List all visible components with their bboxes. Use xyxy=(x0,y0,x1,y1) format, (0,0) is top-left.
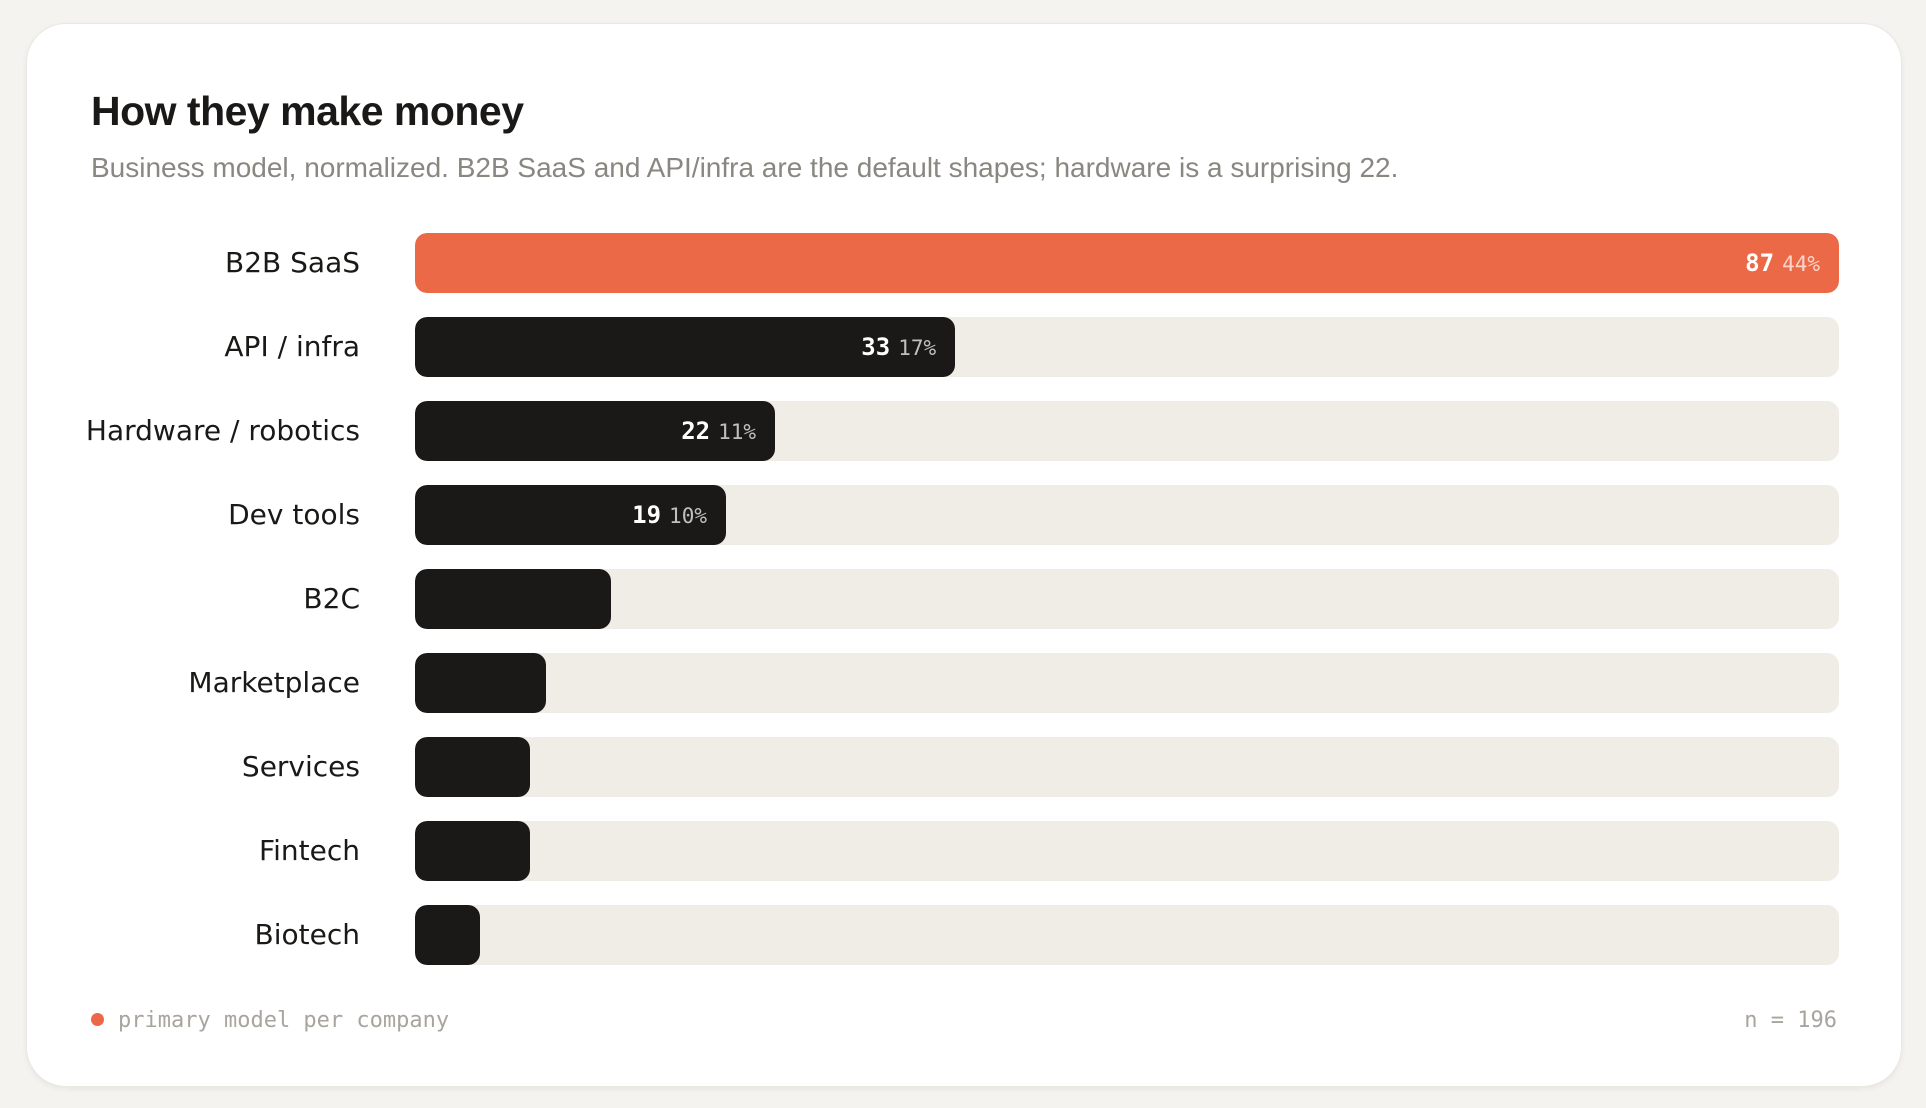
bar-value-label: 33 17% xyxy=(861,317,936,377)
bar-track: 87 44% xyxy=(415,233,1839,293)
bar-percent: 44% xyxy=(1782,252,1820,276)
category-label: B2B SaaS xyxy=(225,246,360,279)
bar-track xyxy=(415,905,1839,965)
bar-track: 19 10% xyxy=(415,485,1839,545)
chart-subtitle: Business model, normalized. B2B SaaS and… xyxy=(91,152,1399,183)
bar-count: 19 xyxy=(632,501,662,529)
bar-track: 33 17% xyxy=(415,317,1839,377)
chart-card: How they make money Business model, norm… xyxy=(26,23,1902,1087)
bar-track xyxy=(415,737,1839,797)
bar-percent: 10% xyxy=(669,504,707,528)
bar-value-label: 87 44% xyxy=(1745,233,1820,293)
bar: 87 44% xyxy=(415,233,1839,293)
bar-track xyxy=(415,569,1839,629)
bar-value-label: 19 10% xyxy=(632,485,707,545)
category-label: Hardware / robotics xyxy=(85,414,360,447)
category-label: Services xyxy=(241,750,360,783)
legend-label: primary model per company xyxy=(118,1008,450,1033)
bar: 22 11% xyxy=(415,401,776,461)
bar-track: 22 11% xyxy=(415,401,1839,461)
bar-track xyxy=(415,821,1839,881)
sample-size: n = 196 xyxy=(1744,1008,1837,1033)
bar-row: Dev tools 19 10% xyxy=(27,485,1901,545)
bar xyxy=(415,821,530,881)
bar-percent: 17% xyxy=(898,336,937,360)
legend: primary model per company xyxy=(91,1006,449,1036)
category-label: B2C xyxy=(303,582,360,615)
bar-value-label: 22 11% xyxy=(681,401,756,461)
bar-percent: 11% xyxy=(718,420,757,444)
bar-row: B2C xyxy=(27,569,1901,629)
bar-row: Marketplace xyxy=(27,653,1901,713)
bar xyxy=(415,653,546,713)
bar-track xyxy=(415,653,1839,713)
category-label: Marketplace xyxy=(188,666,360,699)
category-label: API / infra xyxy=(224,330,360,363)
bar-row: Services xyxy=(27,737,1901,797)
bar-row: B2B SaaS 87 44% xyxy=(27,233,1901,293)
bar-count: 87 xyxy=(1745,249,1775,277)
bar-row: Hardware / robotics 22 11% xyxy=(27,401,1901,461)
bar xyxy=(415,905,481,965)
bar-count: 33 xyxy=(861,333,891,361)
bar-count: 22 xyxy=(681,417,711,445)
category-label: Fintech xyxy=(259,834,360,867)
bar-row: API / infra 33 17% xyxy=(27,317,1901,377)
chart-title: How they make money xyxy=(91,88,524,134)
bar xyxy=(415,569,612,629)
bar xyxy=(415,737,530,797)
bar: 19 10% xyxy=(415,485,726,545)
bar-row: Fintech xyxy=(27,821,1901,881)
bar-row: Biotech xyxy=(27,905,1901,965)
category-label: Dev tools xyxy=(228,498,360,531)
legend-dot-icon xyxy=(91,1012,104,1026)
bar: 33 17% xyxy=(415,317,956,377)
category-label: Biotech xyxy=(254,918,360,951)
